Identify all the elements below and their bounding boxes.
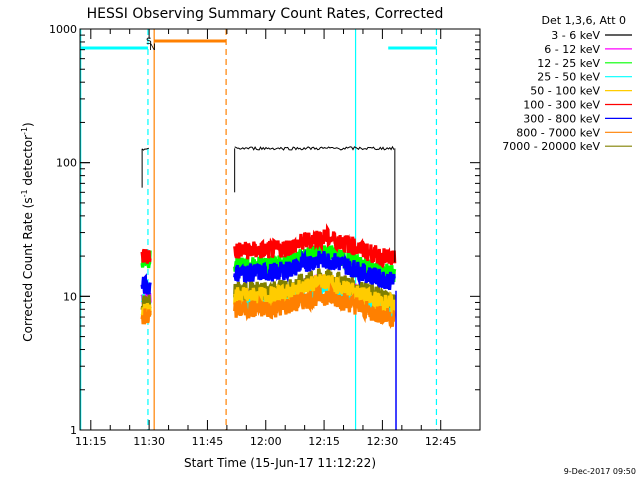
legend-label: 25 - 50 keV: [537, 71, 600, 84]
x-tick-label: 12:45: [425, 435, 457, 448]
y-tick-label: 10: [63, 290, 77, 303]
trace-window-1: [140, 308, 152, 325]
y-axis-label-superscript: -1: [20, 127, 29, 135]
y-tick-label: 100: [56, 157, 77, 170]
trace-window-2: [233, 223, 397, 269]
flag-label-s: S: [146, 37, 152, 47]
trace-window-1: [140, 273, 152, 295]
y-axis-label-part: ): [21, 122, 35, 127]
legend-label: 7000 - 20000 keV: [502, 140, 600, 153]
legend-label: 3 - 6 keV: [551, 29, 600, 42]
legend-label: 50 - 100 keV: [530, 85, 600, 98]
y-axis-label-text: Corrected Count Rate (s-1 detector-1): [20, 122, 35, 341]
flag-label-n: N: [149, 43, 156, 53]
y-tick-label: 1: [70, 424, 77, 437]
plot-area: SN: [80, 29, 438, 430]
x-tick-label: 11:15: [75, 435, 107, 448]
legend-label: 100 - 300 keV: [523, 99, 600, 112]
series-100_300keV: [140, 223, 397, 269]
legend-header: Det 1,3,6, Att 0: [542, 14, 626, 27]
trace-window-1: [140, 248, 152, 264]
trace-window-2: [233, 249, 396, 291]
x-tick-label: 12:00: [250, 435, 282, 448]
x-tick-label: 11:45: [192, 435, 224, 448]
footer-date: 9-Dec-2017 09:50: [564, 467, 636, 476]
trace-window-2: [233, 282, 396, 329]
x-tick-label: 11:30: [133, 435, 165, 448]
trace-window-2: [233, 274, 397, 314]
legend-label: 6 - 12 keV: [544, 43, 600, 56]
x-tick-label: 12:15: [308, 435, 340, 448]
y-axis-label-superscript: -1: [20, 189, 29, 197]
legend-label: 800 - 7000 keV: [516, 126, 600, 139]
legend-label: 300 - 800 keV: [523, 112, 600, 125]
trace-window-2: [234, 145, 395, 151]
y-tick-label: 1000: [49, 23, 77, 36]
y-axis-label: Corrected Count Rate (s-1 detector-1): [20, 122, 35, 341]
y-axis-label-part: detector: [21, 135, 35, 190]
legend-label: 12 - 25 keV: [537, 57, 600, 70]
chart-title: HESSI Observing Summary Count Rates, Cor…: [87, 6, 444, 22]
series-3_6keV: [141, 145, 395, 151]
plot-frame: [79, 28, 481, 431]
y-axis-label-part: Corrected Count Rate (s: [21, 197, 35, 341]
series-300_800keV: [140, 249, 396, 295]
series-800_7000keV: [140, 282, 396, 329]
axes: 1 10 100 1000 11:15 11:30 11:45 12:00 12:15 12:30…: [49, 23, 481, 448]
x-axis-label: Start Time (15-Jun-17 11:12:22): [184, 456, 376, 470]
x-tick-label: 12:30: [367, 435, 399, 448]
trace-window-1: [141, 147, 150, 151]
